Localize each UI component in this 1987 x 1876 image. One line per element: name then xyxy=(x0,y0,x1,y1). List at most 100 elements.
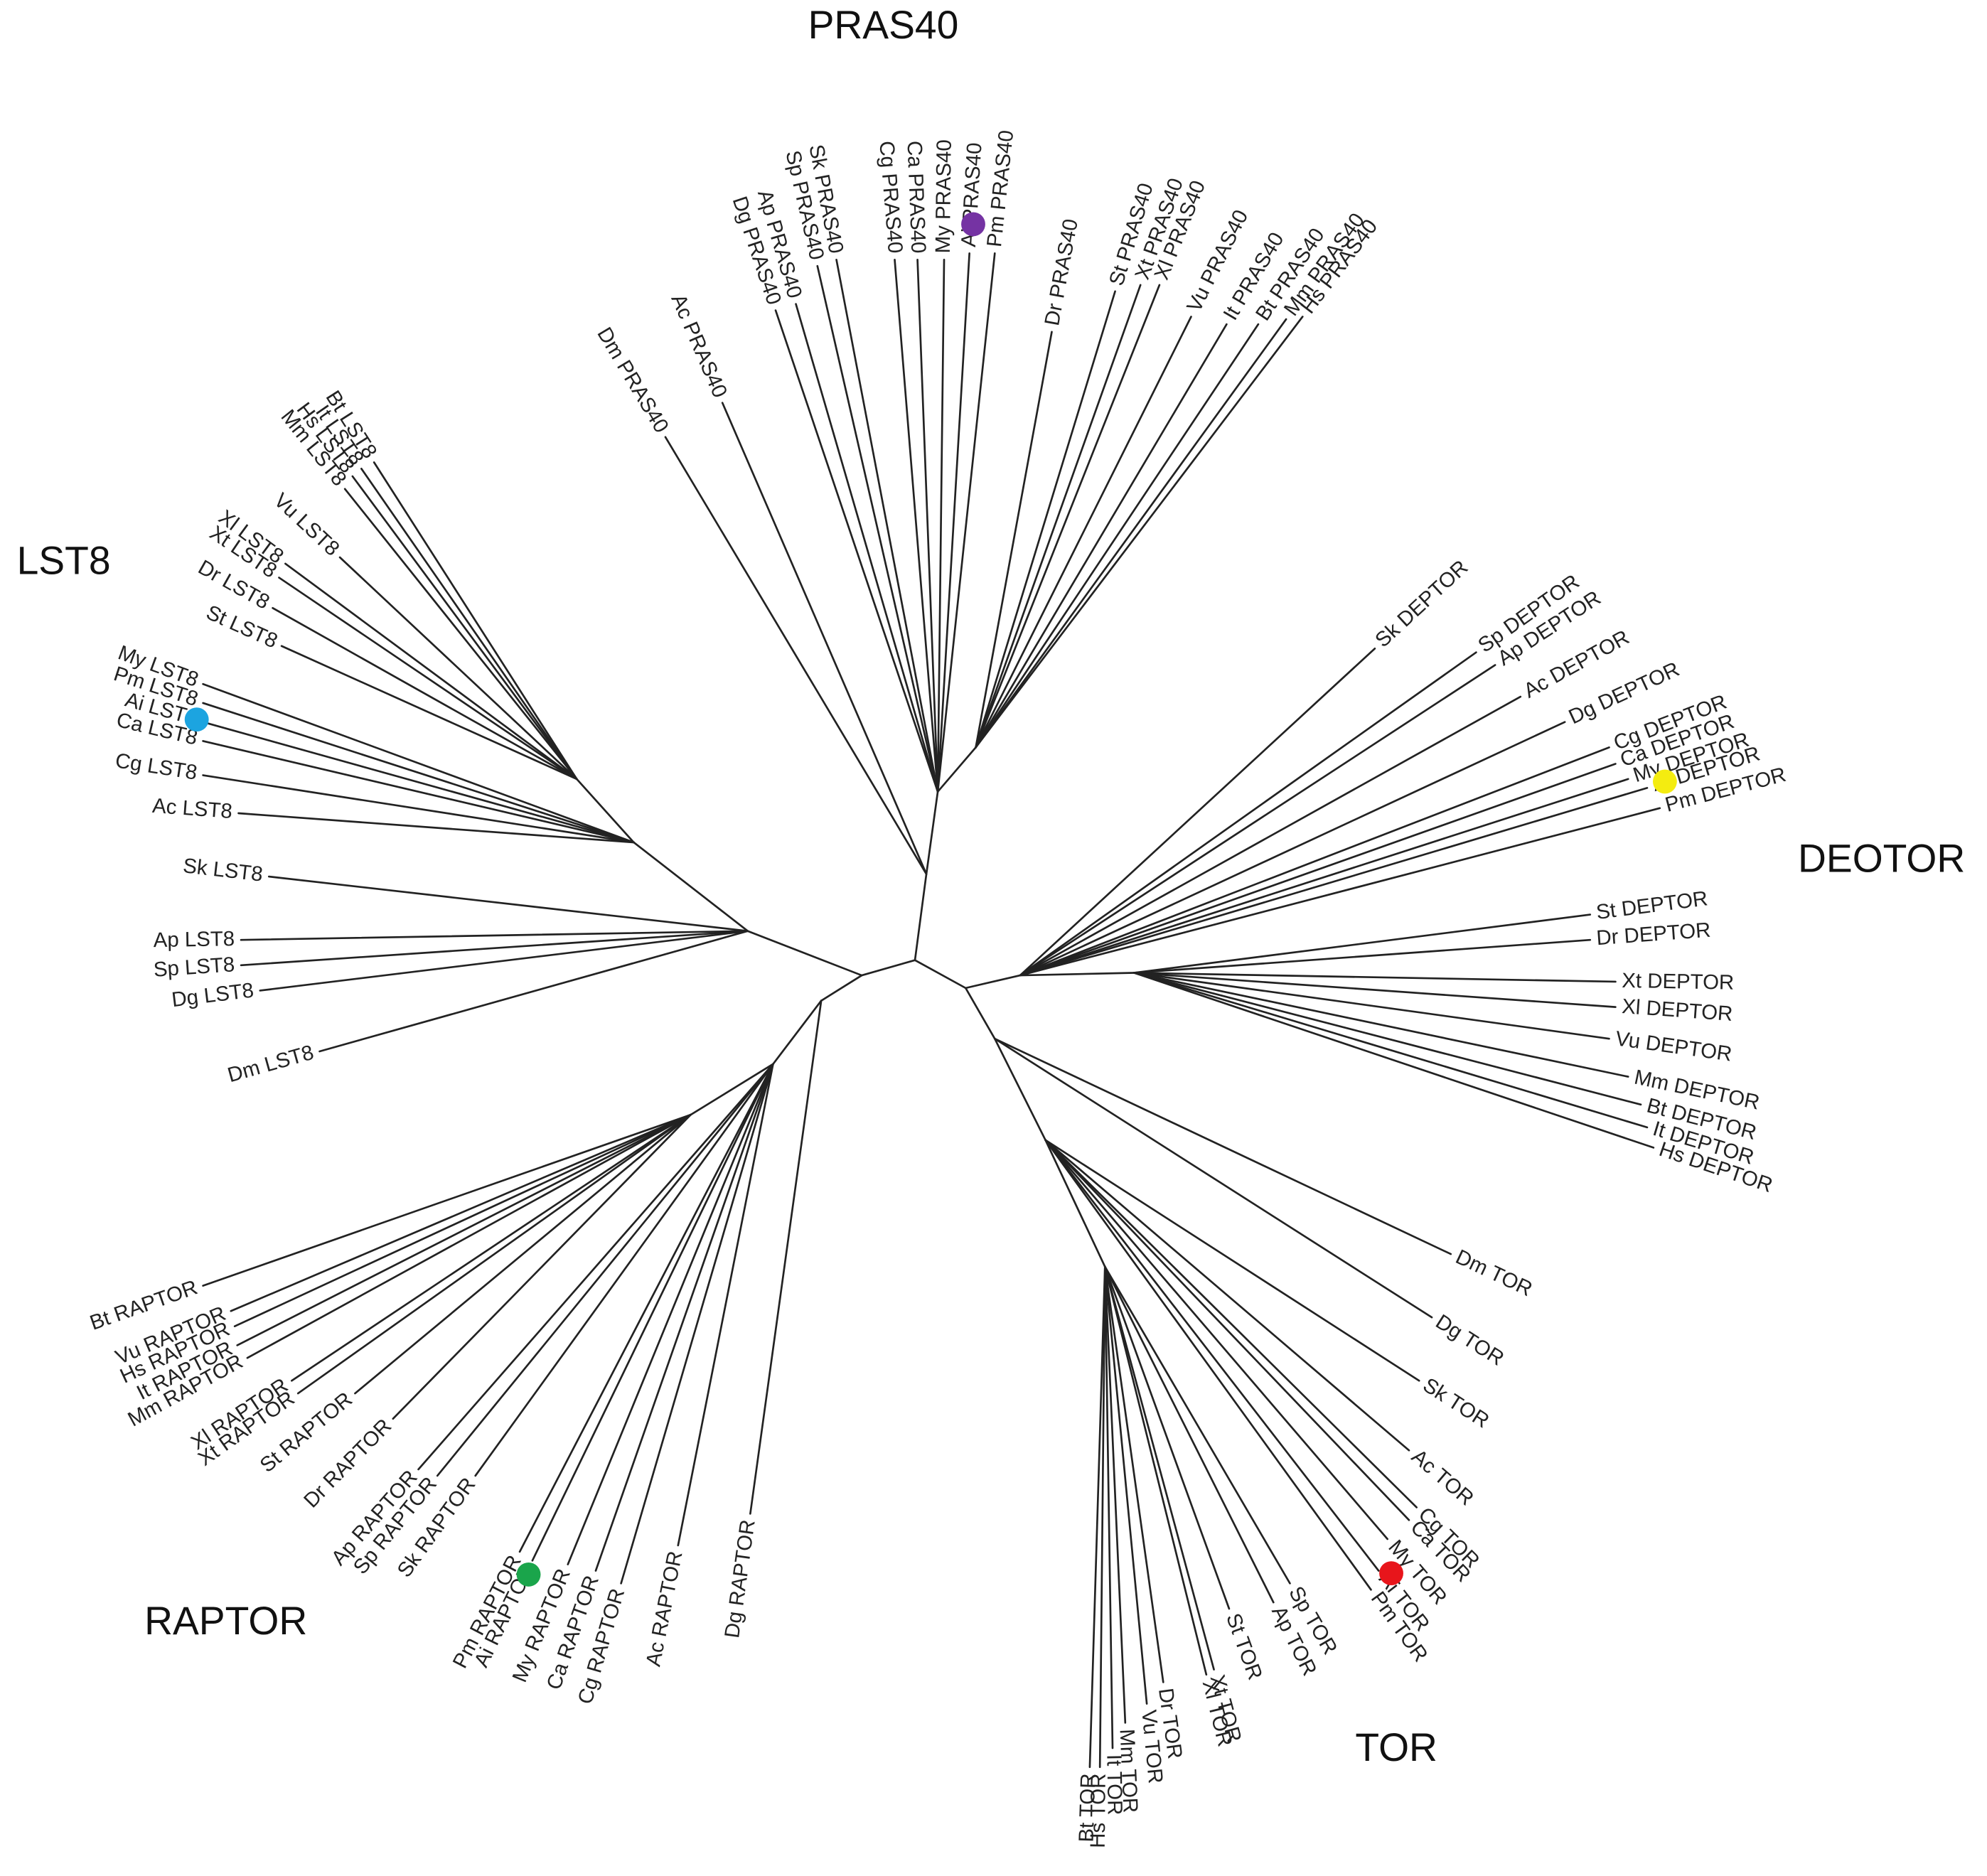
group-label: RAPTOR xyxy=(144,1599,307,1643)
branch xyxy=(1019,721,1566,977)
branch xyxy=(567,1063,774,1565)
branch xyxy=(338,556,578,781)
branch xyxy=(1044,1139,1389,1540)
branch xyxy=(236,1113,692,1346)
leaf-label: Dm TOR xyxy=(1452,1245,1536,1301)
branch xyxy=(1088,1265,1106,1769)
branch xyxy=(1044,1139,1418,1508)
branch xyxy=(531,1063,774,1562)
branch xyxy=(1103,1265,1114,1749)
branch xyxy=(1103,1265,1164,1683)
branch xyxy=(975,290,1116,749)
branch xyxy=(202,1113,692,1287)
leaf-label: Sk TOR xyxy=(1419,1373,1494,1433)
branch xyxy=(202,740,635,844)
leaf-label: St LST8 xyxy=(203,601,281,653)
branch xyxy=(267,875,749,933)
leaf-label: It TOR xyxy=(1102,1754,1126,1816)
branch xyxy=(1103,1265,1231,1610)
branch xyxy=(749,999,823,1515)
branch xyxy=(1019,778,1629,977)
branch xyxy=(975,284,1142,749)
leaf-label: Sk DEPTOR xyxy=(1371,555,1472,652)
leaf-label: Dg RAPTOR xyxy=(720,1518,760,1640)
branch xyxy=(964,987,996,1040)
leaf-label: Ac PRAS40 xyxy=(666,291,732,402)
branch xyxy=(351,475,578,781)
leaf-label: Bt TOR xyxy=(1074,1773,1100,1843)
branch xyxy=(373,461,578,781)
leaf-label: Ac RAPTOR xyxy=(641,1549,687,1668)
leaf-label: Ac TOR xyxy=(1407,1444,1478,1510)
branch xyxy=(1132,972,1610,1040)
branch xyxy=(280,645,578,781)
leaf-label: Ca PRAS40 xyxy=(902,140,930,254)
branch xyxy=(914,873,928,962)
branch xyxy=(975,331,1053,749)
branch xyxy=(278,577,578,781)
branch xyxy=(1132,972,1642,1106)
branch xyxy=(816,264,939,793)
branch xyxy=(1103,1265,1275,1604)
branch xyxy=(318,930,749,1053)
group-label: LST8 xyxy=(17,539,111,583)
branch xyxy=(746,930,863,977)
branch xyxy=(1044,1139,1410,1521)
branch xyxy=(1103,1265,1148,1705)
branch xyxy=(1132,972,1617,1008)
branch xyxy=(474,1063,774,1477)
leaf-label: Mm TOR xyxy=(1115,1728,1142,1813)
branch xyxy=(993,1037,1046,1142)
leaf-label: Xl DEPTOR xyxy=(1621,995,1733,1026)
branch xyxy=(721,402,928,875)
branch xyxy=(290,1113,692,1382)
branch xyxy=(975,318,1287,749)
branch xyxy=(202,702,635,844)
branch xyxy=(1019,647,1376,977)
branch xyxy=(936,258,946,793)
branch xyxy=(916,258,939,793)
branch xyxy=(202,721,635,844)
branch xyxy=(1132,938,1592,974)
branch xyxy=(975,284,1161,749)
branch xyxy=(620,1063,774,1585)
leaf-label: Ac LST8 xyxy=(151,794,233,823)
leaf-label: Dm PRAS40 xyxy=(592,323,673,437)
leaf-label: Pm PRAS40 xyxy=(982,129,1018,249)
branch xyxy=(936,252,996,793)
branch xyxy=(1103,1265,1208,1676)
branch xyxy=(633,841,749,933)
branch xyxy=(272,606,578,781)
branch xyxy=(594,1063,774,1572)
branch xyxy=(975,316,1304,749)
branch xyxy=(964,974,1022,990)
highlight-dot xyxy=(1652,769,1677,794)
branch xyxy=(1103,1265,1127,1724)
branch xyxy=(1132,972,1617,983)
leaf-label: Sp LST8 xyxy=(153,953,235,982)
branch xyxy=(1019,651,1477,977)
branch xyxy=(1019,972,1135,977)
branch xyxy=(1019,807,1661,977)
branch xyxy=(1132,913,1592,974)
branch xyxy=(1044,1139,1372,1591)
leaf-label: Dg LST8 xyxy=(171,978,255,1012)
highlight-dot xyxy=(516,1562,541,1587)
highlight-dot xyxy=(1379,1561,1403,1586)
leaf-label: Cg LST8 xyxy=(114,749,199,784)
branch xyxy=(354,1113,692,1395)
branch xyxy=(993,1037,1433,1319)
branch xyxy=(774,309,939,793)
branch xyxy=(914,959,967,990)
branch xyxy=(664,436,928,875)
branch xyxy=(343,488,578,781)
branch xyxy=(259,930,749,992)
leaf-label: My PRAS40 xyxy=(931,139,956,253)
branch xyxy=(1019,763,1617,977)
branch xyxy=(575,778,635,844)
branch xyxy=(1103,1265,1215,1671)
branch xyxy=(795,303,939,793)
highlight-dot xyxy=(184,707,209,732)
branch xyxy=(936,746,977,793)
